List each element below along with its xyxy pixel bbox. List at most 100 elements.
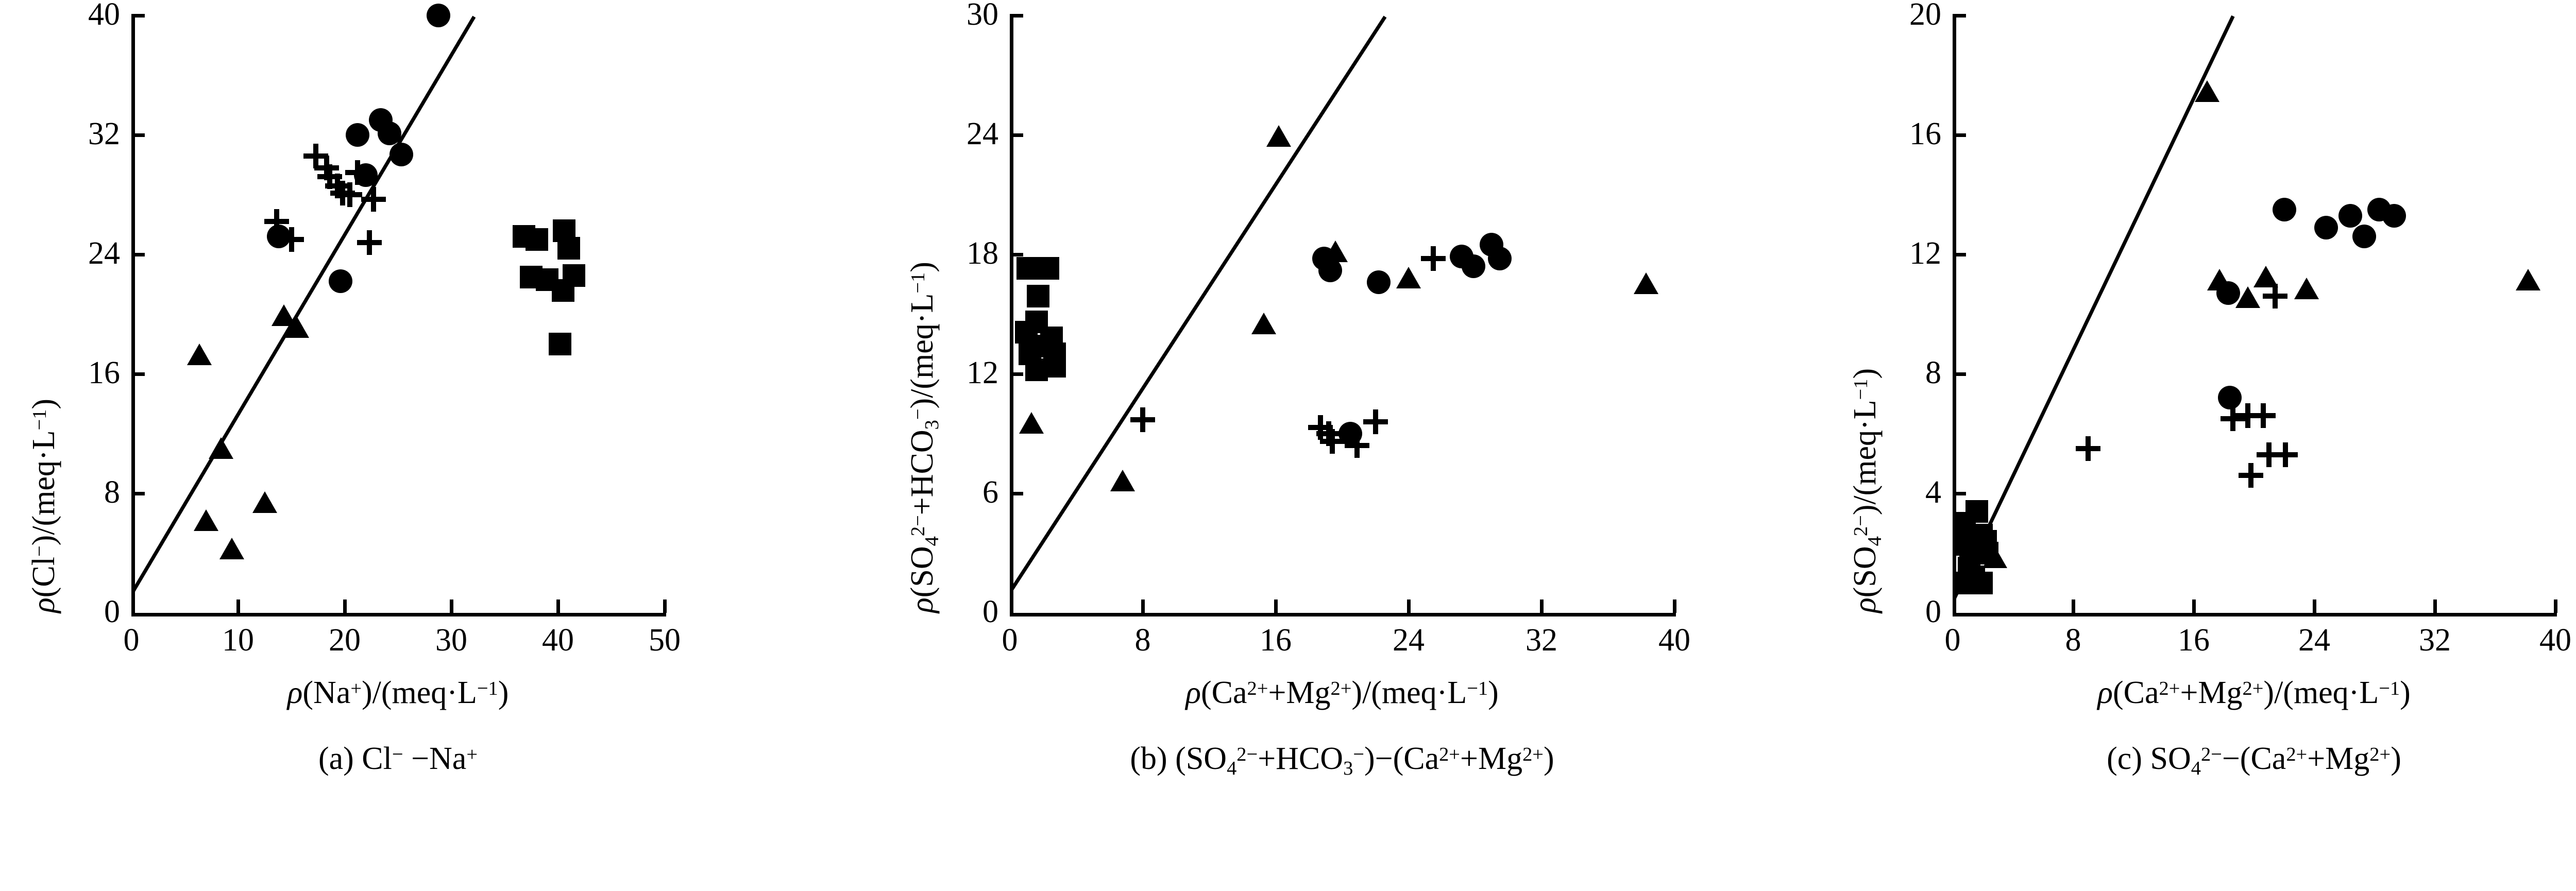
x-axis-title: ρ(Ca2++Mg2+)/(meq·L−1)	[1185, 675, 1499, 710]
circle-data-point	[2352, 225, 2376, 249]
circle-data-point	[389, 142, 413, 166]
plus-data-point	[2221, 406, 2246, 431]
circle-data-point	[2382, 203, 2406, 228]
y-axis-tick-label: 8	[1925, 355, 1941, 390]
x-axis-tick-label: 40	[542, 623, 574, 658]
plus-data-point	[337, 182, 363, 207]
x-axis-tick	[663, 599, 667, 613]
x-axis-tick-label: 50	[649, 623, 681, 658]
x-axis-tick	[2072, 599, 2075, 613]
x-axis-tick-label: 20	[329, 623, 361, 658]
square-data-point	[1955, 572, 1978, 594]
x-axis-tick-label: 0	[1002, 623, 1018, 658]
y-axis-tick-label: 8	[104, 475, 120, 510]
plus-data-point	[1316, 421, 1342, 446]
circle-data-point	[354, 163, 378, 187]
triangle-data-point	[1019, 412, 1044, 434]
plus-data-point	[361, 186, 386, 212]
y-axis-tick	[131, 492, 145, 495]
y-axis-tick	[1010, 372, 1023, 376]
circle-data-point	[266, 225, 291, 249]
panel-caption-b: (b) (SO42−+HCO3−)−(Ca2++Mg2+)	[1130, 741, 1554, 779]
plus-data-point	[2250, 403, 2276, 429]
y-axis-tick	[1953, 14, 1966, 18]
y-axis-tick-label: 0	[982, 594, 998, 629]
plus-data-point	[2235, 403, 2261, 429]
plus-data-point	[2273, 442, 2298, 467]
y-axis-tick-label: 20	[1909, 0, 1941, 32]
x-axis-tick	[343, 599, 347, 613]
triangle-data-point	[1251, 312, 1277, 334]
triangle-data-point	[2195, 80, 2220, 102]
y-axis-tick	[131, 253, 145, 256]
y-axis-tick-label: 0	[1925, 594, 1941, 629]
x-axis-tick-label: 10	[222, 623, 254, 658]
y-axis-tick-label: 16	[1909, 116, 1941, 151]
y-axis-tick-label: 18	[967, 236, 998, 271]
plus-data-point	[1421, 246, 1446, 271]
x-axis-tick-label: 0	[1944, 623, 1961, 658]
x-axis-line	[1953, 613, 2557, 616]
y-axis-tick	[131, 133, 145, 137]
y-axis-tick	[1953, 372, 1966, 376]
x-axis-tick-label: 16	[1260, 623, 1292, 658]
square-data-point	[563, 264, 586, 287]
x-axis-tick-label: 32	[2419, 623, 2451, 658]
x-axis-tick	[1274, 599, 1278, 613]
triangle-data-point	[208, 437, 233, 459]
y-axis-tick	[1953, 133, 1966, 137]
y-axis-tick-label: 32	[88, 116, 120, 151]
circle-data-point	[2272, 198, 2296, 221]
triangle-data-point	[284, 316, 309, 338]
y-axis-tick	[1010, 133, 1023, 137]
y-axis-tick-label: 30	[967, 0, 998, 32]
triangle-data-point	[2516, 268, 2541, 290]
plus-data-point	[325, 173, 350, 198]
plus-data-point	[2257, 442, 2282, 467]
y-axis-tick-label: 12	[967, 355, 998, 390]
square-data-point	[525, 228, 548, 251]
x-axis-tick-label: 32	[1526, 623, 1557, 658]
x-axis-tick-label: 24	[1393, 623, 1425, 658]
y-axis-tick-label: 24	[88, 236, 120, 271]
y-axis-line	[1010, 15, 1013, 616]
y-axis-tick-label: 4	[1925, 475, 1941, 510]
circle-data-point	[2216, 281, 2241, 305]
y-axis-tick	[1010, 492, 1023, 495]
triangle-data-point	[1266, 125, 1292, 147]
plus-data-point	[1345, 433, 1370, 458]
y-axis-line	[1953, 15, 1956, 616]
circle-data-point	[1366, 270, 1391, 295]
x-axis-tick	[236, 599, 240, 613]
square-data-point	[1976, 542, 1999, 564]
plus-data-point	[357, 230, 382, 255]
circle-data-point	[328, 269, 352, 294]
y-axis-tick	[131, 372, 145, 376]
x-axis-tick	[1673, 599, 1676, 613]
plus-data-point	[317, 164, 343, 190]
x-axis-tick-label: 40	[2539, 623, 2571, 658]
y-axis-tick-label: 0	[104, 594, 120, 629]
triangle-data-point	[2253, 265, 2279, 287]
plus-data-point	[1363, 409, 1388, 434]
plus-data-point	[1130, 407, 1155, 432]
square-data-point	[1037, 257, 1060, 280]
square-data-point	[549, 333, 572, 355]
circle-data-point	[1338, 422, 1363, 446]
plus-data-point	[303, 143, 329, 168]
x-axis-tick-label: 40	[1658, 623, 1690, 658]
circle-data-point	[345, 123, 369, 147]
plus-data-point	[2239, 463, 2264, 488]
x-axis-tick-label: 0	[123, 623, 140, 658]
triangle-data-point	[193, 509, 218, 531]
plus-data-point	[264, 209, 289, 234]
x-axis-tick	[1540, 599, 1544, 613]
triangle-data-point	[1110, 470, 1136, 492]
square-data-point	[1965, 500, 1988, 523]
circle-data-point	[2314, 215, 2338, 239]
